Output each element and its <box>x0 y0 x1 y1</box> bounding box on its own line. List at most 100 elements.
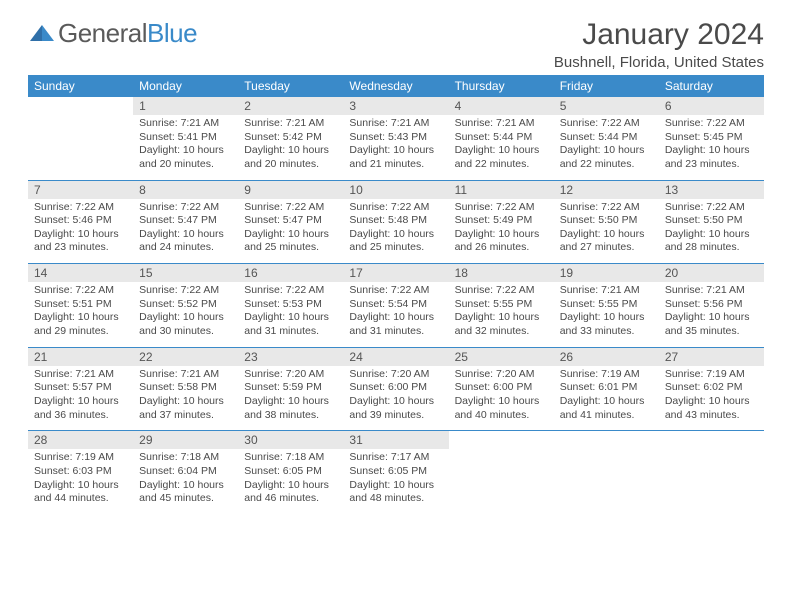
calendar-cell: 27Sunrise: 7:19 AMSunset: 6:02 PMDayligh… <box>659 347 764 431</box>
day-number: 13 <box>659 181 764 199</box>
calendar-cell <box>28 97 133 180</box>
calendar-body: 1Sunrise: 7:21 AMSunset: 5:41 PMDaylight… <box>28 97 764 514</box>
calendar-cell: 21Sunrise: 7:21 AMSunset: 5:57 PMDayligh… <box>28 347 133 431</box>
calendar-cell: 22Sunrise: 7:21 AMSunset: 5:58 PMDayligh… <box>133 347 238 431</box>
day-number: 6 <box>659 97 764 115</box>
logo-icon <box>28 21 58 47</box>
weekday-header: Saturday <box>659 75 764 97</box>
title-block: January 2024 Bushnell, Florida, United S… <box>554 18 764 71</box>
day-info: Sunrise: 7:21 AMSunset: 5:56 PMDaylight:… <box>659 282 764 347</box>
day-number: 14 <box>28 264 133 282</box>
calendar-cell: 10Sunrise: 7:22 AMSunset: 5:48 PMDayligh… <box>343 180 448 264</box>
calendar-cell: 18Sunrise: 7:22 AMSunset: 5:55 PMDayligh… <box>449 264 554 348</box>
day-info: Sunrise: 7:21 AMSunset: 5:44 PMDaylight:… <box>449 115 554 180</box>
calendar-cell: 28Sunrise: 7:19 AMSunset: 6:03 PMDayligh… <box>28 431 133 514</box>
day-number: 24 <box>343 348 448 366</box>
day-number: 28 <box>28 431 133 449</box>
day-info: Sunrise: 7:22 AMSunset: 5:45 PMDaylight:… <box>659 115 764 180</box>
day-number: 12 <box>554 181 659 199</box>
weekday-header: Thursday <box>449 75 554 97</box>
day-info: Sunrise: 7:21 AMSunset: 5:57 PMDaylight:… <box>28 366 133 431</box>
day-info: Sunrise: 7:19 AMSunset: 6:02 PMDaylight:… <box>659 366 764 431</box>
day-info: Sunrise: 7:22 AMSunset: 5:50 PMDaylight:… <box>554 199 659 264</box>
calendar-cell: 4Sunrise: 7:21 AMSunset: 5:44 PMDaylight… <box>449 97 554 180</box>
calendar-cell: 30Sunrise: 7:18 AMSunset: 6:05 PMDayligh… <box>238 431 343 514</box>
day-number: 4 <box>449 97 554 115</box>
day-number: 30 <box>238 431 343 449</box>
day-number: 9 <box>238 181 343 199</box>
day-info: Sunrise: 7:21 AMSunset: 5:55 PMDaylight:… <box>554 282 659 347</box>
calendar-cell: 15Sunrise: 7:22 AMSunset: 5:52 PMDayligh… <box>133 264 238 348</box>
calendar-cell: 3Sunrise: 7:21 AMSunset: 5:43 PMDaylight… <box>343 97 448 180</box>
day-number: 20 <box>659 264 764 282</box>
weekday-header: Wednesday <box>343 75 448 97</box>
day-number: 8 <box>133 181 238 199</box>
calendar-cell <box>449 431 554 514</box>
day-number: 10 <box>343 181 448 199</box>
month-title: January 2024 <box>554 18 764 52</box>
day-info: Sunrise: 7:22 AMSunset: 5:53 PMDaylight:… <box>238 282 343 347</box>
calendar-cell: 9Sunrise: 7:22 AMSunset: 5:47 PMDaylight… <box>238 180 343 264</box>
day-info: Sunrise: 7:17 AMSunset: 6:05 PMDaylight:… <box>343 449 448 514</box>
calendar-row: 7Sunrise: 7:22 AMSunset: 5:46 PMDaylight… <box>28 180 764 264</box>
calendar-cell <box>554 431 659 514</box>
calendar-cell: 5Sunrise: 7:22 AMSunset: 5:44 PMDaylight… <box>554 97 659 180</box>
day-info: Sunrise: 7:22 AMSunset: 5:46 PMDaylight:… <box>28 199 133 264</box>
day-number: 2 <box>238 97 343 115</box>
calendar-cell: 11Sunrise: 7:22 AMSunset: 5:49 PMDayligh… <box>449 180 554 264</box>
calendar-cell: 26Sunrise: 7:19 AMSunset: 6:01 PMDayligh… <box>554 347 659 431</box>
logo-text: GeneralBlue <box>58 18 197 49</box>
weekday-header-row: SundayMondayTuesdayWednesdayThursdayFrid… <box>28 75 764 97</box>
calendar-cell: 29Sunrise: 7:18 AMSunset: 6:04 PMDayligh… <box>133 431 238 514</box>
day-info: Sunrise: 7:20 AMSunset: 6:00 PMDaylight:… <box>449 366 554 431</box>
calendar-row: 21Sunrise: 7:21 AMSunset: 5:57 PMDayligh… <box>28 347 764 431</box>
weekday-header: Sunday <box>28 75 133 97</box>
day-number: 7 <box>28 181 133 199</box>
day-info: Sunrise: 7:22 AMSunset: 5:47 PMDaylight:… <box>238 199 343 264</box>
day-info: Sunrise: 7:22 AMSunset: 5:52 PMDaylight:… <box>133 282 238 347</box>
calendar-row: 14Sunrise: 7:22 AMSunset: 5:51 PMDayligh… <box>28 264 764 348</box>
weekday-header: Friday <box>554 75 659 97</box>
day-number: 19 <box>554 264 659 282</box>
day-number: 21 <box>28 348 133 366</box>
calendar-cell: 2Sunrise: 7:21 AMSunset: 5:42 PMDaylight… <box>238 97 343 180</box>
day-number: 31 <box>343 431 448 449</box>
calendar-cell: 20Sunrise: 7:21 AMSunset: 5:56 PMDayligh… <box>659 264 764 348</box>
day-info: Sunrise: 7:22 AMSunset: 5:49 PMDaylight:… <box>449 199 554 264</box>
day-info: Sunrise: 7:20 AMSunset: 5:59 PMDaylight:… <box>238 366 343 431</box>
day-number: 22 <box>133 348 238 366</box>
day-info: Sunrise: 7:22 AMSunset: 5:55 PMDaylight:… <box>449 282 554 347</box>
day-number: 5 <box>554 97 659 115</box>
day-info: Sunrise: 7:20 AMSunset: 6:00 PMDaylight:… <box>343 366 448 431</box>
calendar-table: SundayMondayTuesdayWednesdayThursdayFrid… <box>28 75 764 514</box>
logo-part1: General <box>58 18 147 48</box>
day-number: 27 <box>659 348 764 366</box>
calendar-cell: 14Sunrise: 7:22 AMSunset: 5:51 PMDayligh… <box>28 264 133 348</box>
logo-part2: Blue <box>147 18 197 48</box>
day-number: 1 <box>133 97 238 115</box>
calendar-cell: 16Sunrise: 7:22 AMSunset: 5:53 PMDayligh… <box>238 264 343 348</box>
calendar-cell: 24Sunrise: 7:20 AMSunset: 6:00 PMDayligh… <box>343 347 448 431</box>
calendar-cell: 7Sunrise: 7:22 AMSunset: 5:46 PMDaylight… <box>28 180 133 264</box>
calendar-cell: 12Sunrise: 7:22 AMSunset: 5:50 PMDayligh… <box>554 180 659 264</box>
day-number: 17 <box>343 264 448 282</box>
day-number: 11 <box>449 181 554 199</box>
day-info: Sunrise: 7:21 AMSunset: 5:41 PMDaylight:… <box>133 115 238 180</box>
day-info: Sunrise: 7:22 AMSunset: 5:44 PMDaylight:… <box>554 115 659 180</box>
calendar-cell: 13Sunrise: 7:22 AMSunset: 5:50 PMDayligh… <box>659 180 764 264</box>
calendar-cell: 8Sunrise: 7:22 AMSunset: 5:47 PMDaylight… <box>133 180 238 264</box>
calendar-cell: 19Sunrise: 7:21 AMSunset: 5:55 PMDayligh… <box>554 264 659 348</box>
day-number: 26 <box>554 348 659 366</box>
day-number: 25 <box>449 348 554 366</box>
calendar-cell: 25Sunrise: 7:20 AMSunset: 6:00 PMDayligh… <box>449 347 554 431</box>
calendar-cell: 17Sunrise: 7:22 AMSunset: 5:54 PMDayligh… <box>343 264 448 348</box>
day-info: Sunrise: 7:22 AMSunset: 5:47 PMDaylight:… <box>133 199 238 264</box>
day-info: Sunrise: 7:21 AMSunset: 5:42 PMDaylight:… <box>238 115 343 180</box>
calendar-cell: 31Sunrise: 7:17 AMSunset: 6:05 PMDayligh… <box>343 431 448 514</box>
day-info: Sunrise: 7:19 AMSunset: 6:03 PMDaylight:… <box>28 449 133 514</box>
day-info: Sunrise: 7:22 AMSunset: 5:50 PMDaylight:… <box>659 199 764 264</box>
calendar-cell: 6Sunrise: 7:22 AMSunset: 5:45 PMDaylight… <box>659 97 764 180</box>
weekday-header: Monday <box>133 75 238 97</box>
day-number: 18 <box>449 264 554 282</box>
day-number: 16 <box>238 264 343 282</box>
